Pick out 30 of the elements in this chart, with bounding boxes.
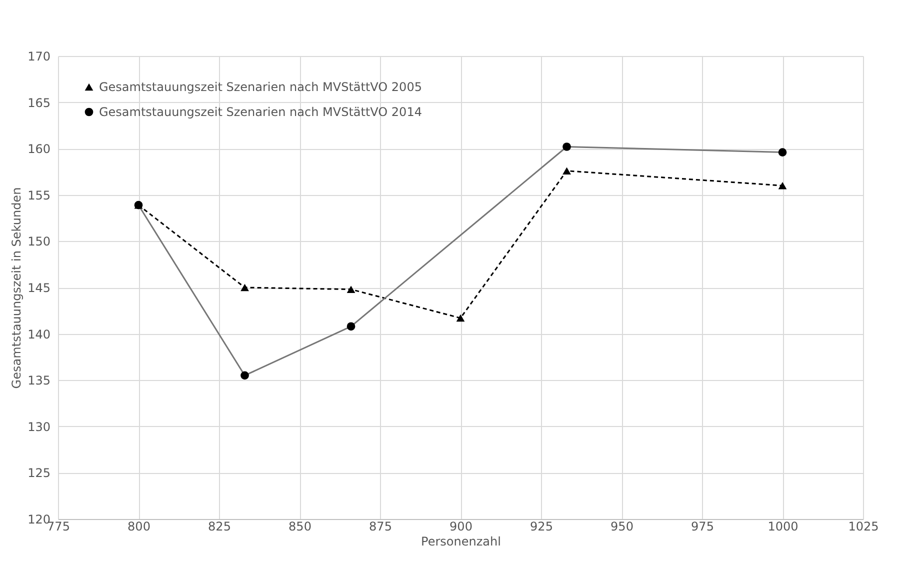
y-tick-label: 135 — [28, 374, 50, 388]
x-axis-title: Personenzahl — [421, 534, 501, 548]
x-tick-label: 1025 — [848, 520, 879, 534]
x-tick-label: 825 — [208, 520, 231, 534]
x-tick-label: 900 — [450, 520, 472, 534]
y-tick-label: 160 — [28, 142, 50, 156]
y-tick-label: 170 — [28, 50, 50, 64]
x-tick-label: 850 — [288, 520, 312, 534]
y-axis-title: Gesamtstauungszeit in Sekunden — [10, 187, 24, 389]
legend-label: Gesamtstauungszeit Szenarien nach MVStättVO 2014 — [99, 105, 422, 119]
y-tick-label: 150 — [28, 234, 50, 249]
y-tick-label: 155 — [28, 188, 50, 202]
y-tick-label: 145 — [28, 281, 50, 295]
point — [562, 167, 571, 174]
x-tick-label: 875 — [369, 520, 392, 534]
x-tick-label: 800 — [128, 520, 150, 534]
point — [456, 314, 465, 322]
point — [778, 182, 787, 190]
y-tick-label: 125 — [28, 466, 50, 480]
y-tick-label: 140 — [28, 327, 50, 342]
legend-label: Gesamtstauungszeit Szenarien nach MVStättVO 2005 — [99, 80, 422, 94]
x-tick-label: 950 — [610, 520, 634, 534]
x-tick-label: 925 — [530, 520, 553, 534]
y-tick-label: 120 — [28, 512, 50, 526]
point — [240, 284, 249, 292]
y-tick-label: 130 — [28, 420, 50, 434]
x-tick-label: 1000 — [768, 520, 798, 534]
y-tick-label: 165 — [28, 96, 50, 110]
x-tick-label: 975 — [691, 520, 714, 534]
point — [346, 286, 356, 293]
